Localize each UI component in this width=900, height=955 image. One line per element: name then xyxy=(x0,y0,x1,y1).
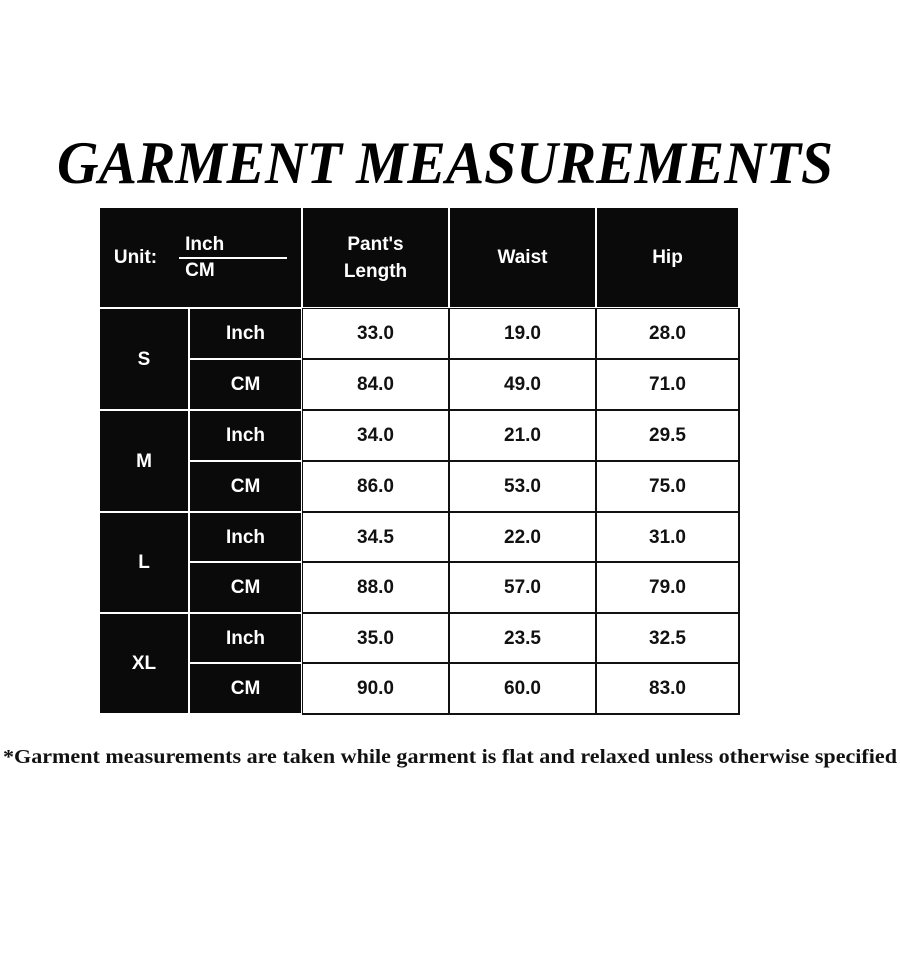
footnote: *Garment measurements are taken while ga… xyxy=(3,746,897,768)
table-cell: 29.5 xyxy=(597,411,738,460)
table-cell: 75.0 xyxy=(597,462,738,511)
table-cell: 35.0 xyxy=(303,614,448,662)
table-cell: 19.0 xyxy=(450,309,595,358)
table-cell: 53.0 xyxy=(450,462,595,511)
table-cell: 71.0 xyxy=(597,360,738,409)
table-cell: 86.0 xyxy=(303,462,448,511)
table-cell: 33.0 xyxy=(303,309,448,358)
table-cell: 90.0 xyxy=(303,664,448,713)
unit-cm-label: CM xyxy=(190,664,301,713)
unit-inch-label: Inch xyxy=(190,411,301,460)
unit-label: Unit: xyxy=(113,247,158,268)
table-cell: 79.0 xyxy=(597,563,738,612)
table-cell: 21.0 xyxy=(450,411,595,460)
unit-header-cell: Unit: Inch CM xyxy=(100,208,301,307)
table-cell: 83.0 xyxy=(597,664,738,713)
size-label: L xyxy=(100,513,188,612)
table-cell: 34.0 xyxy=(303,411,448,460)
size-label: M xyxy=(100,411,188,511)
table-cell: 60.0 xyxy=(450,664,595,713)
table-cell: 84.0 xyxy=(303,360,448,409)
unit-inch-label: Inch xyxy=(190,614,301,662)
table-cell: 88.0 xyxy=(303,563,448,612)
table-cell: 28.0 xyxy=(597,309,738,358)
table-cell: 57.0 xyxy=(450,563,595,612)
unit-bottom: CM xyxy=(185,259,215,281)
table-cell: 22.0 xyxy=(450,513,595,561)
size-label: S xyxy=(100,309,188,409)
table-cell: 49.0 xyxy=(450,360,595,409)
table-cell: 23.5 xyxy=(450,614,595,662)
table-cell: 32.5 xyxy=(597,614,738,662)
unit-inch-label: Inch xyxy=(190,513,301,561)
unit-cm-label: CM xyxy=(190,462,301,511)
table-cell: 31.0 xyxy=(597,513,738,561)
table-cell: 34.5 xyxy=(303,513,448,561)
column-header: Hip xyxy=(597,208,738,307)
unit-top: Inch xyxy=(179,233,288,259)
page-title: GARMENT MEASUREMENTS xyxy=(57,130,833,196)
column-header: Waist xyxy=(450,208,595,307)
size-label: XL xyxy=(100,614,188,713)
unit-cm-label: CM xyxy=(190,563,301,612)
unit-cm-label: CM xyxy=(190,360,301,409)
column-header: Pant's Length xyxy=(303,208,448,307)
unit-inch-label: Inch xyxy=(190,309,301,358)
